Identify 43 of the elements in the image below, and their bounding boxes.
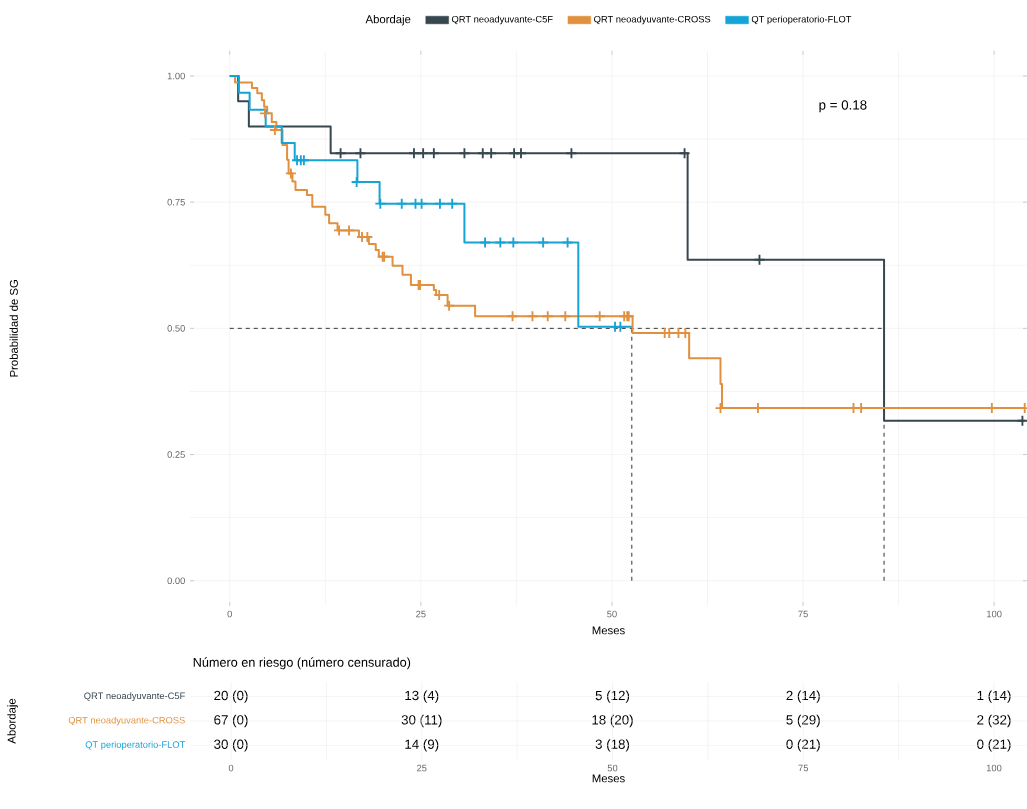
x-tick-label: 50: [607, 764, 618, 772]
y-tick-label: 0.25: [167, 451, 185, 458]
text: 3 (18): [595, 739, 630, 752]
text: 0 (21): [786, 739, 820, 752]
text: 5 (12): [595, 690, 630, 703]
x-tick-label: 50: [607, 610, 617, 618]
x-axis-title: Meses: [592, 774, 625, 783]
y-axis-title: Probabilidad de SG: [9, 280, 18, 377]
y-tick-label: QT perioperatorio-FLOT: [85, 741, 186, 750]
legend-label: QT perioperatorio-FLOT: [751, 15, 852, 25]
legend-label: QRT neoadyuvante-CROSS: [594, 15, 711, 25]
text: 20 (0): [214, 690, 248, 703]
y-tick-label: 0.50: [167, 325, 185, 332]
text: 13 (4): [405, 690, 439, 703]
x-tick-label: 25: [416, 610, 426, 618]
y-tick-label: 0.00: [167, 577, 185, 585]
legend-title: Abordaje: [365, 14, 411, 26]
y-tick-label: 0.75: [167, 198, 185, 206]
legend-label: QRT neoadyuvante-C5F: [451, 15, 553, 25]
chart-title: Número en riesgo (número censurado): [193, 657, 411, 670]
text: 5 (29): [786, 714, 820, 728]
y-axis-title: Abordaje: [7, 698, 18, 744]
x-tick-label: 75: [798, 764, 809, 772]
text: 0 (21): [977, 739, 1011, 752]
x-tick-label: 0: [228, 764, 234, 772]
x-tick-label: 0: [227, 610, 232, 618]
text: 14 (9): [405, 739, 439, 752]
text: 1 (14): [977, 690, 1011, 703]
y-tick-label: 1.00: [167, 72, 185, 80]
text: 67 (0): [214, 714, 248, 728]
y-tick-label: QRT neoadyuvante-CROSS: [68, 716, 185, 726]
text: 2 (14): [786, 690, 820, 703]
x-axis-title: Meses: [592, 626, 625, 635]
text: 2 (32): [977, 714, 1011, 728]
annotation: p = 0.18: [819, 100, 867, 113]
y-tick-label: QRT neoadyuvante-C5F: [84, 692, 185, 701]
x-tick-label: 25: [417, 764, 427, 772]
x-tick-label: 75: [798, 610, 808, 618]
text: 18 (20): [592, 714, 633, 728]
text: 30 (11): [401, 714, 442, 728]
text: 30 (0): [214, 739, 248, 752]
x-tick-label: 100: [986, 764, 1002, 772]
x-tick-label: 100: [987, 610, 1002, 618]
